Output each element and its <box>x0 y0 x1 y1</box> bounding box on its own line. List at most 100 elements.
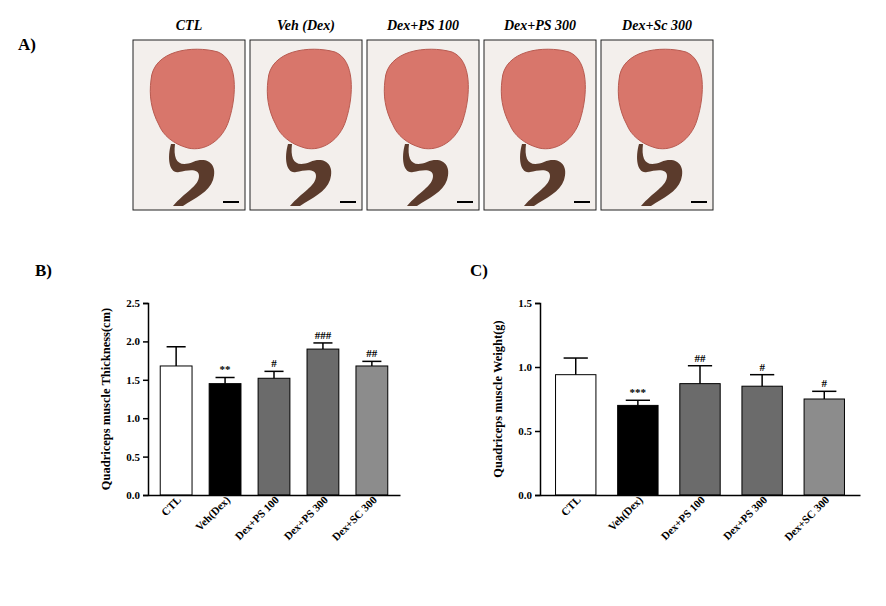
error-cap <box>564 357 588 359</box>
tick-label: 0.0 <box>518 489 532 501</box>
muscle <box>150 49 234 149</box>
scale-bar <box>223 201 239 203</box>
panel-label: A) <box>18 35 36 54</box>
photo <box>133 40 245 210</box>
tick: Dex+SC 300 <box>782 493 832 543</box>
tick-label: Dex+PS 300 <box>721 493 770 542</box>
photo-frame <box>250 40 362 210</box>
photo-panel: A)CTLVeh (Dex)Dex+PS 100Dex+PS 300Dex+Sc… <box>18 18 713 210</box>
photo-frame <box>367 40 479 210</box>
tick: 0.0 <box>126 489 148 501</box>
leg <box>637 144 682 206</box>
error-cap <box>313 342 332 344</box>
muscle <box>618 49 702 149</box>
tick: 2.0 <box>126 335 148 347</box>
significance: *** <box>630 386 647 398</box>
tick-label: Dex+PS 100 <box>233 493 282 542</box>
bar <box>160 366 192 495</box>
bar <box>742 386 782 495</box>
tick-label: 0.0 <box>126 489 140 501</box>
leg <box>520 144 565 206</box>
tick: 1.5 <box>518 297 540 309</box>
tick-mark <box>143 341 148 343</box>
error-bar <box>216 377 235 383</box>
y-axis: 0.0 0.5 1.0 1.5 2.0 2.5 <box>126 297 148 501</box>
error-stem <box>273 371 275 378</box>
figure: A) CTL Veh (Dex) Dex+PS 100 Dex+PS 300 Dex+Sc… <box>0 0 886 606</box>
error-cap <box>216 377 235 379</box>
bar <box>680 384 720 495</box>
significance: ** <box>220 363 232 375</box>
error-stem <box>761 375 763 387</box>
significance: # <box>271 357 277 369</box>
photo <box>484 40 596 210</box>
bars <box>556 358 845 495</box>
error-stem <box>175 347 177 366</box>
tick: Dex+PS 100 <box>233 493 282 542</box>
tick-label: 2.5 <box>126 297 140 309</box>
bar-chart: C)***####0.00.51.01.5CTLVeh(Dex)Dex+PS 1… <box>470 261 861 543</box>
leg <box>286 144 331 206</box>
tick-label: Dex+PS 100 <box>659 493 708 542</box>
tick: 0.5 <box>518 425 540 437</box>
x-axis: CTLVeh(Dex)Dex+PS 100Dex+PS 300Dex+SC 30… <box>541 493 861 543</box>
tick: Dex+SC 300 <box>330 493 380 543</box>
bars <box>160 343 388 495</box>
error-bar <box>362 361 381 366</box>
error-cap <box>264 371 283 373</box>
tick-mark <box>535 495 540 497</box>
tick: Dex+PS 300 <box>721 493 770 542</box>
bar <box>556 375 596 495</box>
tick-label: Veh(Dex) <box>193 493 233 533</box>
error-cap <box>812 391 836 393</box>
photo <box>601 40 713 210</box>
significance: ### <box>315 329 332 341</box>
tick: 1.0 <box>126 412 148 424</box>
tick-mark <box>143 456 148 458</box>
error-cap <box>167 346 186 348</box>
bar <box>804 399 844 495</box>
panel-label: C) <box>470 261 488 280</box>
significance: # <box>759 361 765 373</box>
muscle <box>384 49 468 149</box>
tick-label: Dex+SC 300 <box>782 493 832 543</box>
photo <box>367 40 479 210</box>
photo <box>250 40 362 210</box>
error-bar <box>167 347 186 366</box>
tick-mark <box>535 431 540 433</box>
error-bar <box>688 366 712 384</box>
error-bar <box>750 375 774 387</box>
photo-caption: Dex+PS 300 <box>503 18 576 33</box>
bar-chart: B)**######0.00.51.01.52.02.5CTLVeh(Dex)D… <box>35 261 401 543</box>
tick-label: CTL <box>159 494 183 518</box>
significance: # <box>822 377 828 389</box>
tick-mark <box>143 418 148 420</box>
error-stem <box>575 358 577 375</box>
photo-caption: Veh (Dex) <box>277 18 335 34</box>
tick-label: CTL <box>558 494 582 518</box>
y-axis: 0.00.51.01.5 <box>518 297 540 501</box>
tick: 1.5 <box>126 374 148 386</box>
tick: 0.0 <box>518 489 540 501</box>
y-axis-title: Quadriceps muscle Weight(g) <box>491 320 505 477</box>
panel-label: B) <box>35 261 52 280</box>
tick-label: 1.5 <box>126 374 140 386</box>
axis-line <box>143 304 149 496</box>
photo-caption: Dex+Sc 300 <box>621 18 692 33</box>
error-stem <box>322 343 324 349</box>
tick-label: 1.0 <box>126 412 140 424</box>
error-stem <box>637 400 639 405</box>
tick-mark <box>535 367 540 369</box>
error-stem <box>224 377 226 383</box>
scale-bar <box>340 201 356 203</box>
tick: Dex+PS 100 <box>659 493 708 542</box>
significance: ## <box>695 352 707 364</box>
tick-label: 0.5 <box>126 451 140 463</box>
bar <box>209 384 241 495</box>
bar <box>258 378 290 495</box>
leg <box>169 144 214 206</box>
scale-bar <box>691 201 707 203</box>
error-bar <box>313 343 332 349</box>
tick-mark <box>143 303 148 305</box>
tick: CTL <box>558 494 582 518</box>
